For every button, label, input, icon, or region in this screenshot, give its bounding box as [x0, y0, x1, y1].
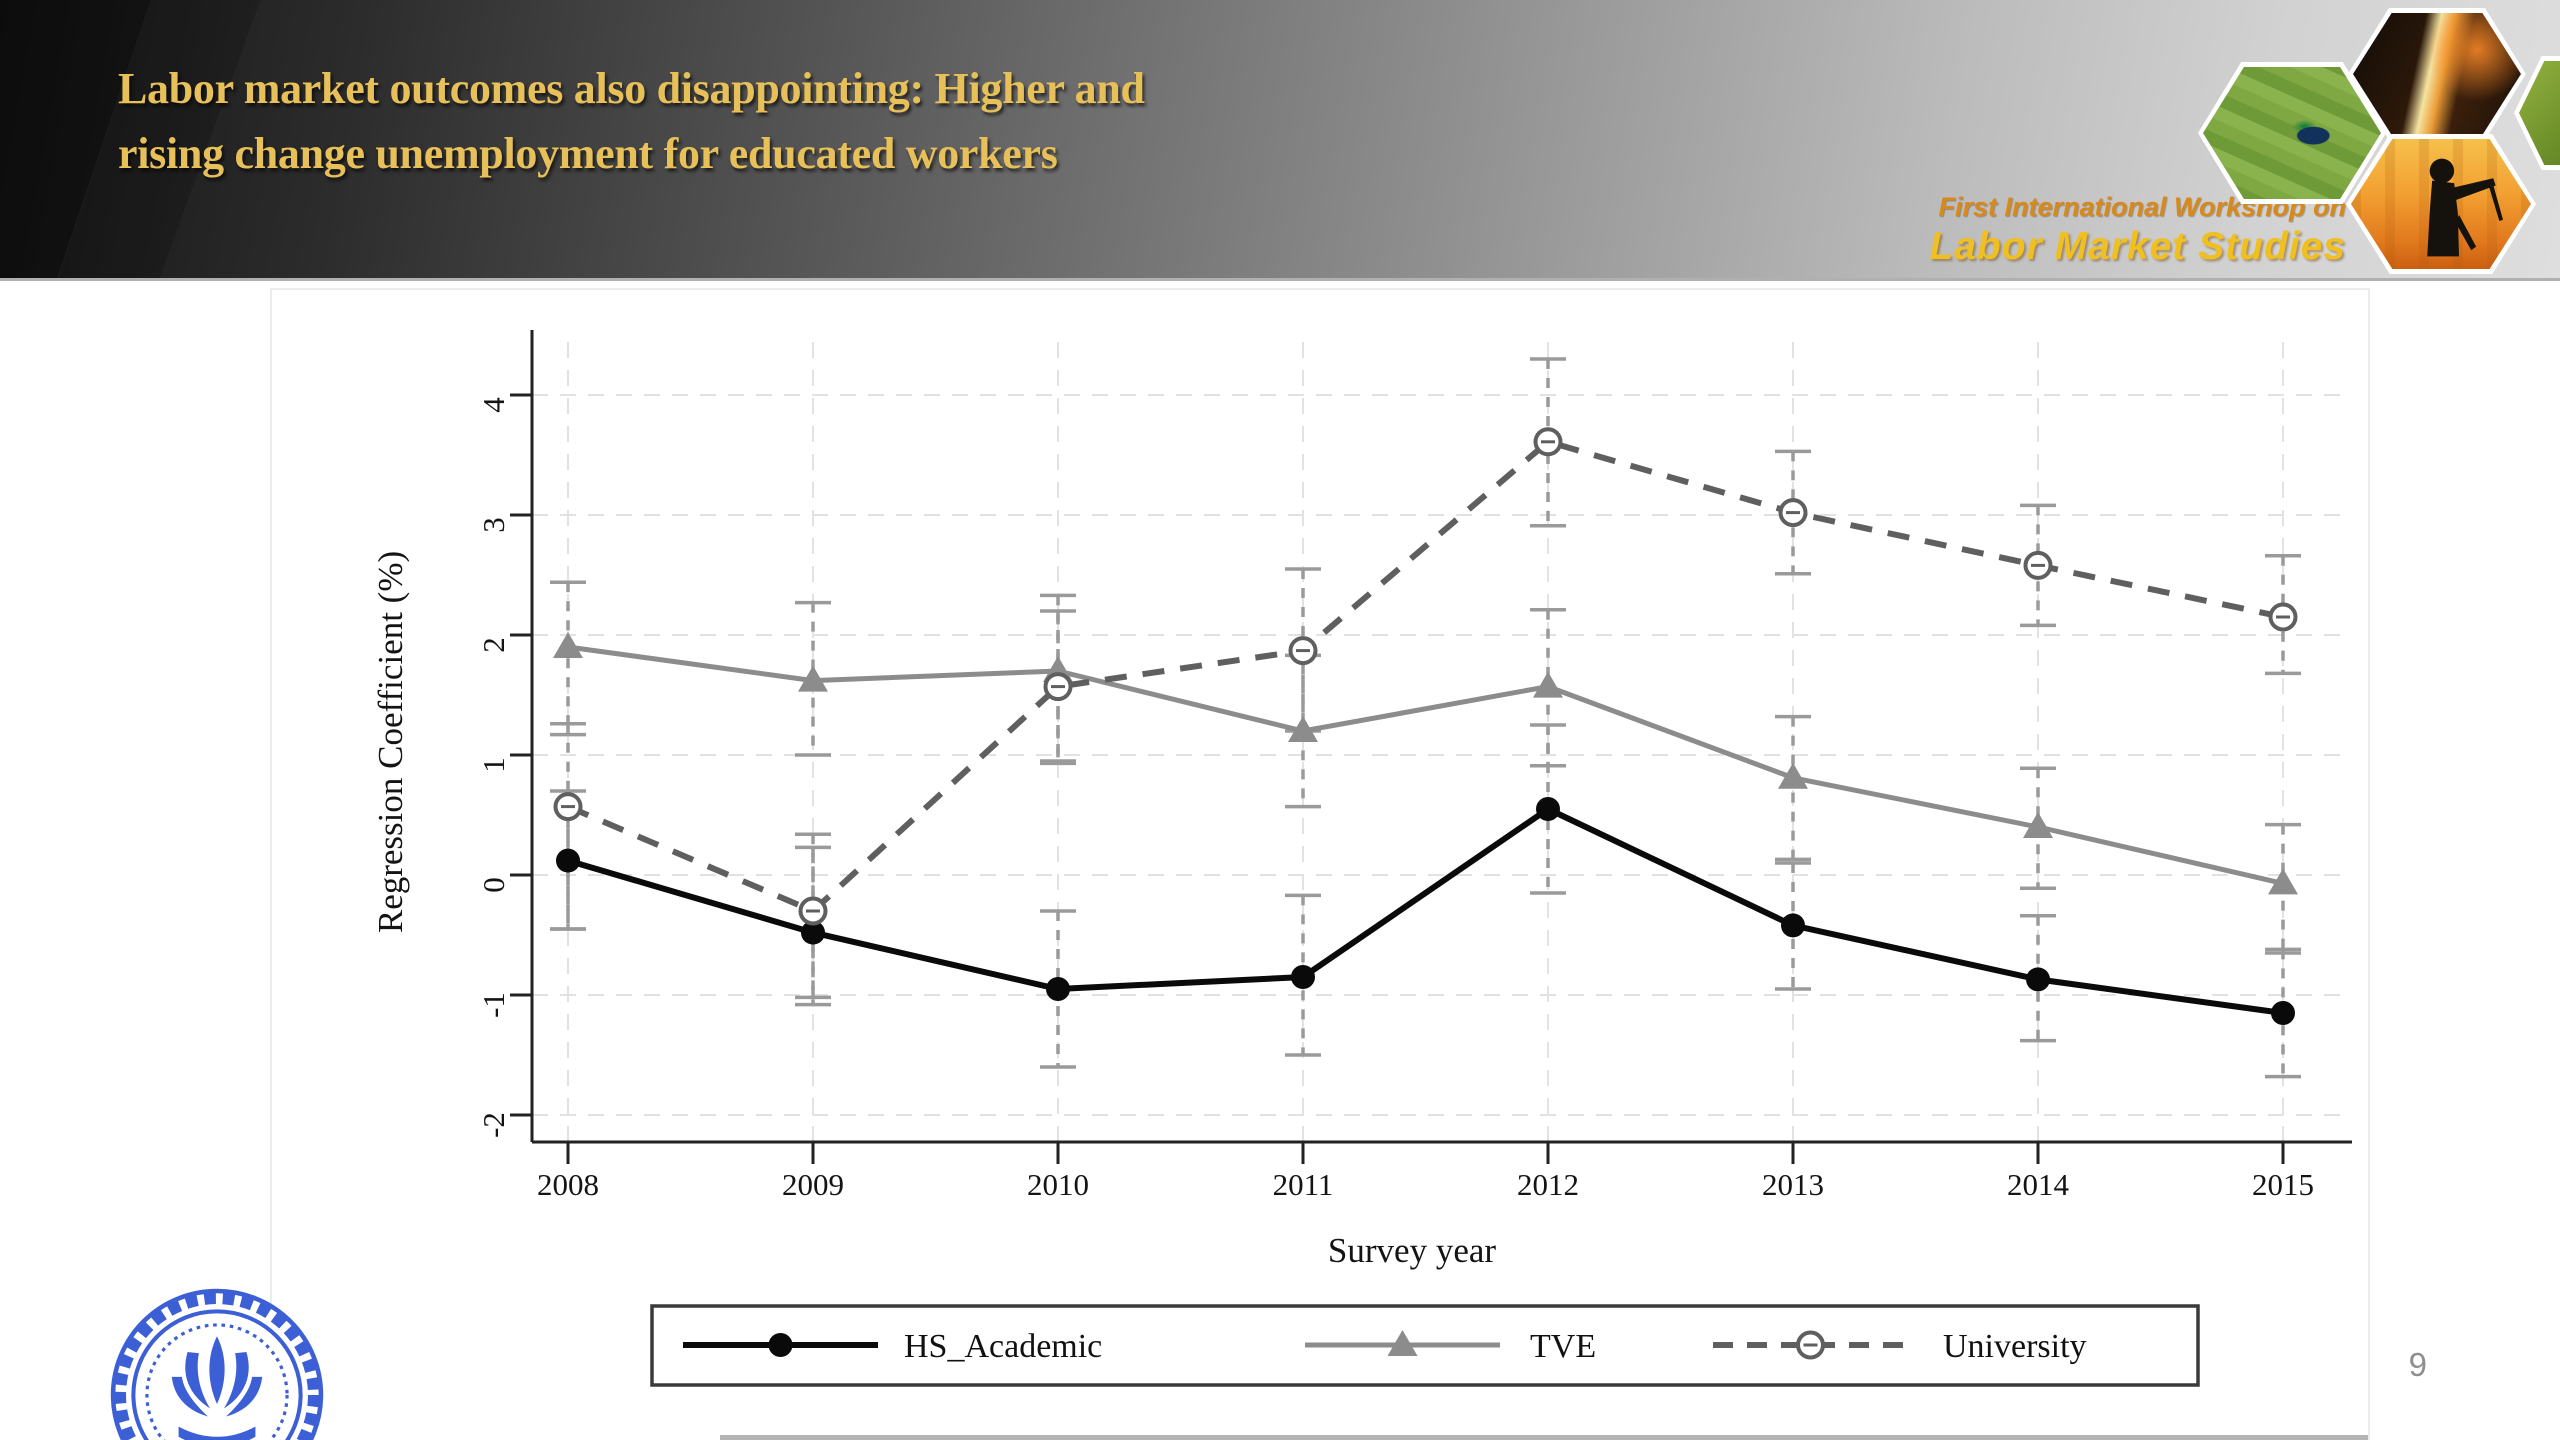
x-tick-label: 2011	[1273, 1167, 1334, 1202]
x-tick-label: 2014	[2007, 1167, 2070, 1202]
slide-title-line1: Labor market outcomes also disappointing…	[118, 64, 1145, 113]
series-line	[566, 438, 2284, 915]
y-tick-label: -2	[476, 1112, 511, 1138]
data-point-circle	[801, 920, 825, 945]
hexagon-photo-farm-field-worker	[2198, 62, 2386, 204]
slide-title-line2: rising change unemployment for educated …	[118, 129, 1058, 178]
legend-entry-HS_Academic: HS_Academic	[683, 1328, 1102, 1365]
data-point-triangle	[2023, 812, 2053, 838]
data-point-circle	[1536, 797, 1560, 821]
data-point-triangle	[1387, 1330, 1418, 1356]
figure-bottom-border	[720, 1435, 2368, 1440]
x-axis-title: Survey year	[1328, 1231, 1496, 1270]
legend: HS_Academic TVE University	[650, 1304, 2200, 1387]
x-tick-label: 2013	[1762, 1167, 1824, 1202]
header-banner: Labor market outcomes also disappointing…	[0, 0, 2560, 281]
university-logo	[110, 1288, 324, 1440]
y-tick-label: 1	[476, 757, 511, 773]
hexagon-photo-welding-worker	[2348, 8, 2526, 140]
x-tick-label: 2008	[537, 1167, 599, 1202]
series-line	[567, 644, 2284, 886]
data-point-triangle	[1533, 671, 1563, 698]
hexagon-photo-worker-silhouette	[2346, 134, 2536, 274]
series-University	[553, 427, 2298, 926]
series-line	[567, 805, 2284, 1016]
data-point-circle	[2271, 1001, 2295, 1025]
workshop-title: Labor Market Studies	[1929, 225, 2346, 268]
legend-label: TVE	[1530, 1328, 1596, 1365]
workshop-branding: First International Workshop on Labor Ma…	[1929, 192, 2346, 269]
series-HS_Academic	[556, 797, 2295, 1025]
y-tick-label: 2	[476, 637, 511, 653]
data-point-circle	[2026, 967, 2050, 992]
y-axis-title: Regression Coefficient (%)	[371, 551, 410, 933]
x-tick-label: 2012	[1517, 1167, 1579, 1202]
regression-coefficient-chart: -2 -1 0 1 2 3 4 2008 2009 2010 2011 2012 2013 2014 201…	[371, 330, 2352, 1387]
tick-labels: -2 -1 0 1 2 3 4 2008 2009 2010 2011 2012 2013 2014 201…	[476, 397, 2314, 1202]
x-tick-label: 2015	[2252, 1167, 2314, 1202]
data-point-circle	[556, 848, 580, 873]
worker-silhouette-icon	[2426, 158, 2503, 257]
data-point-circle	[1046, 977, 1070, 1001]
y-tick-label: -1	[476, 992, 511, 1018]
legend-entry-TVE: TVE	[1305, 1328, 1596, 1365]
data-point-circle	[1291, 965, 1315, 989]
y-tick-label: 3	[476, 517, 511, 533]
data-point-triangle	[553, 632, 583, 658]
error-bars	[550, 357, 2301, 1079]
y-tick-label: 0	[476, 877, 511, 893]
data-point-triangle	[798, 665, 828, 692]
legend-entry-University: University	[1713, 1328, 2087, 1365]
data-point-circle	[768, 1333, 793, 1357]
x-tick-label: 2010	[1027, 1167, 1089, 1202]
data-point-triangle	[1778, 762, 1808, 789]
data-point-triangle	[1288, 716, 1318, 742]
axes	[510, 330, 2352, 1164]
y-tick-label: 4	[476, 397, 511, 413]
x-tick-label: 2009	[782, 1167, 844, 1202]
legend-label: HS_Academic	[904, 1328, 1102, 1365]
gridlines	[532, 342, 2352, 1142]
chart-figure: -2 -1 0 1 2 3 4 2008 2009 2010 2011 2012 2013 2014 201…	[270, 288, 2370, 1440]
legend-label: University	[1943, 1328, 2087, 1365]
slide-title: Labor market outcomes also disappointing…	[118, 56, 1145, 186]
page-number: 9	[2408, 1346, 2427, 1383]
data-point-circle	[1781, 913, 1805, 938]
data-point-triangle	[2268, 868, 2298, 895]
